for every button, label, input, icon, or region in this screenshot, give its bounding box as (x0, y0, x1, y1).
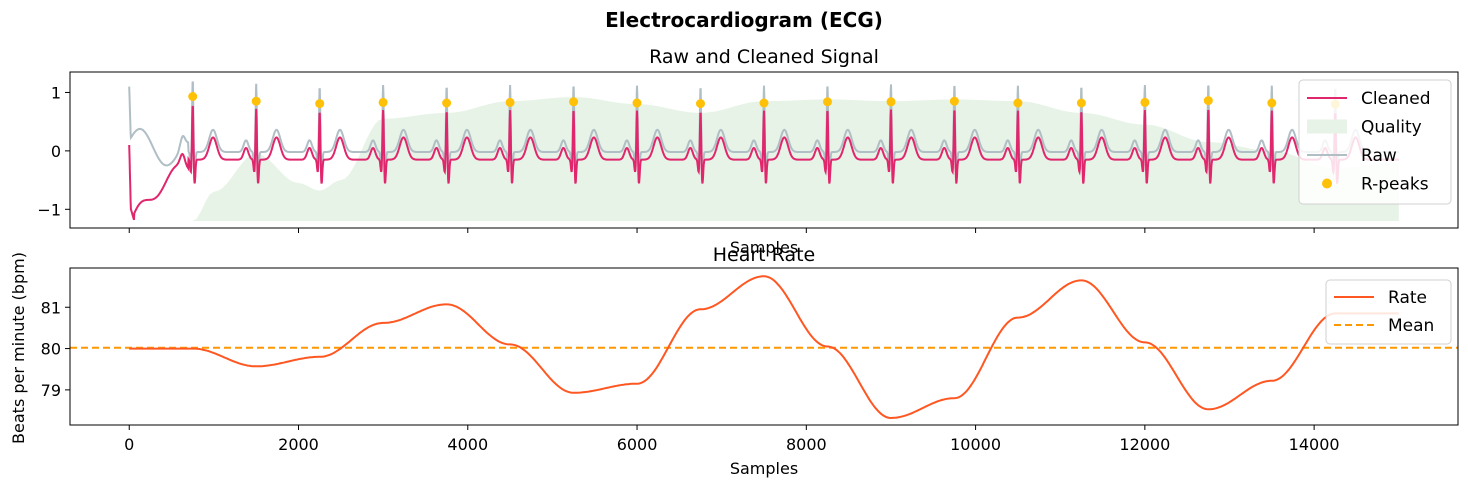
cleaned-signal-line (128, 105, 1399, 221)
r-peak-point (251, 96, 261, 106)
r-peak-point (1203, 96, 1213, 106)
r-peak-point (949, 96, 959, 106)
signal-legend-label: Cleaned (1361, 89, 1431, 109)
heart-rate-x-tick-label: 4000 (447, 435, 488, 454)
signal-legend-label: R-peaks (1361, 175, 1429, 195)
r-peak-point (1076, 98, 1086, 108)
raw-signal-line (128, 81, 1399, 176)
r-peak-point (632, 98, 642, 108)
r-peak-point (505, 97, 515, 107)
signal-y-ticks: −1 0 1 (37, 83, 70, 219)
r-peaks-series (188, 92, 1340, 109)
heart-rate-x-tick-label: 8000 (786, 435, 827, 454)
r-peak-point (1140, 97, 1150, 107)
heart-rate-x-tick-label: 14000 (1289, 435, 1340, 454)
heart-rate-x-tick-label: 12000 (1119, 435, 1170, 454)
heart-rate-y-axis-label: Beats per minute (bpm) (9, 252, 28, 444)
heart-rate-axes-frame (69, 267, 1459, 426)
rate-series (129, 275, 1399, 420)
r-peak-point (1013, 98, 1023, 108)
raw-signal-series (128, 81, 1399, 176)
r-peak-point (315, 99, 325, 109)
signal-y-tick-label: 1 (51, 83, 61, 102)
heart-rate-x-tick-label: 6000 (617, 435, 658, 454)
r-peak-point (886, 97, 896, 107)
signal-axes-frame (69, 71, 1459, 229)
heart-rate-subplot: Heart Rate 79 80 81 0 2000 4000 6000 8000 10000… (9, 244, 1459, 478)
cleaned-signal-series (128, 105, 1399, 221)
signal-y-tick-label: 0 (51, 142, 61, 161)
r-peak-point (378, 97, 388, 107)
signal-y-tick-label: −1 (37, 200, 61, 219)
heart-rate-y-tick-label: 80 (41, 340, 61, 359)
signal-legend-box (1298, 79, 1452, 205)
heart-rate-x-tick-label: 10000 (950, 435, 1001, 454)
heart-rate-subplot-title: Heart Rate (713, 244, 816, 266)
r-peak-point (696, 99, 705, 109)
r-peak-point (442, 98, 452, 108)
signal-legend: Cleaned Quality Raw R-peaks (1298, 79, 1452, 205)
r-peak-point (188, 92, 198, 101)
signal-subplot: Raw and Cleaned Signal −1 0 1 Samples Clea… (37, 46, 1459, 257)
heart-rate-legend-label: Rate (1388, 288, 1427, 308)
figure-suptitle: Electrocardiogram (ECG) (605, 8, 883, 32)
legend-swatch (1322, 178, 1332, 189)
r-peak-point (759, 98, 769, 108)
heart-rate-y-tick-label: 81 (41, 298, 61, 317)
signal-x-axis-label: Samples (730, 238, 798, 257)
r-peak-point (1267, 98, 1277, 108)
rate-line (129, 275, 1399, 420)
heart-rate-legend: Rate Mean (1325, 279, 1452, 345)
signal-legend-label: Raw (1361, 146, 1397, 166)
signal-subplot-title: Raw and Cleaned Signal (649, 46, 879, 68)
signal-legend-label: Quality (1361, 118, 1422, 138)
heart-rate-y-tick-label: 79 (41, 381, 61, 400)
legend-swatch (1307, 119, 1347, 134)
heart-rate-x-axis-label: Samples (730, 459, 798, 478)
r-peak-point (823, 97, 832, 107)
heart-rate-x-ticks: 0 2000 4000 6000 8000 10000 12000 14000 (124, 425, 1340, 454)
heart-rate-legend-label: Mean (1388, 316, 1434, 336)
heart-rate-x-tick-label: 0 (124, 435, 134, 454)
heart-rate-x-tick-label: 2000 (278, 435, 319, 454)
r-peak-point (569, 97, 579, 107)
heart-rate-y-ticks: 79 80 81 (41, 298, 70, 400)
signal-x-ticks (128, 228, 1315, 233)
